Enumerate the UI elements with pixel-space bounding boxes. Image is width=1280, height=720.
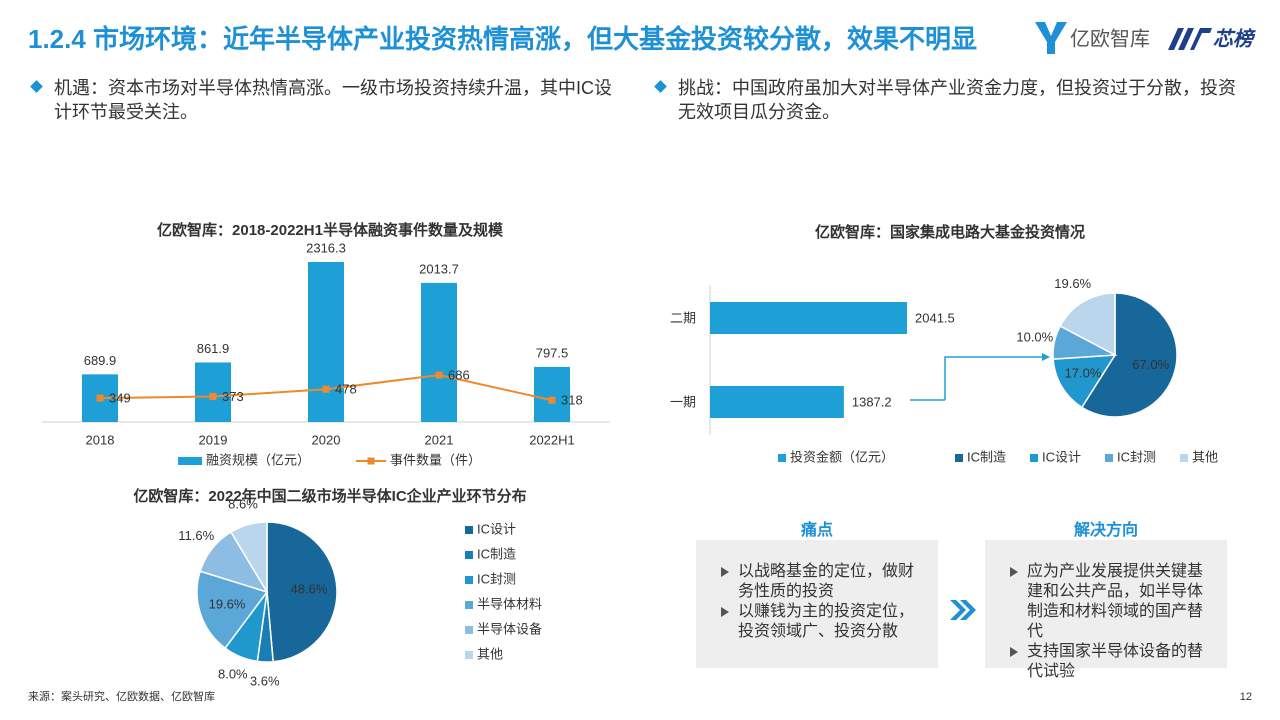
- pie-slice: [1059, 292, 1116, 357]
- data-label: 19.6%: [209, 596, 246, 611]
- data-label: 8.6%: [228, 497, 258, 512]
- legend-swatch: [955, 454, 963, 462]
- legend-label: IC封测: [1117, 449, 1156, 464]
- connector-head: [1042, 353, 1050, 361]
- data-label: 318: [561, 393, 583, 408]
- bar: [308, 262, 344, 422]
- legend-swatch: [1180, 454, 1188, 462]
- pie-slice: [1080, 292, 1178, 418]
- legend-label: IC设计: [477, 521, 516, 536]
- legend-swatch: [778, 454, 786, 462]
- panel: 应为产业发展提供关键基建和公共产品，如半导体制造和材料领域的国产替代 支持国家半…: [985, 540, 1227, 680]
- legend-label: 其他: [477, 646, 503, 661]
- legend-swatch: [178, 457, 202, 465]
- line-marker: [548, 396, 556, 404]
- bar: [710, 302, 907, 334]
- legend-swatch: [367, 457, 375, 465]
- data-label: 689.9: [84, 353, 117, 368]
- x-tick-label: 2019: [199, 432, 228, 447]
- legend-swatch: [465, 651, 473, 659]
- legend-swatch: [465, 626, 473, 634]
- chevron: [950, 600, 976, 620]
- logo-text: 亿欧智库: [1070, 27, 1150, 50]
- data-label: 17.0%: [1065, 365, 1102, 380]
- data-label: 686: [448, 367, 470, 382]
- legend-label: 半导体设备: [477, 621, 542, 636]
- source: 来源：案头研究、亿欧数据、亿欧智库: [28, 689, 215, 703]
- panel-item: 应为产业发展提供关键基建和公共产品，如半导体制造和材料领域的国产替代: [1007, 562, 1207, 642]
- data-label: 2316.3: [306, 240, 346, 255]
- legend-label: IC制造: [967, 449, 1006, 464]
- legend-label: IC封测: [477, 571, 516, 586]
- pie-slice: [266, 521, 338, 663]
- x-tick-label: 2020: [312, 432, 341, 447]
- legend-swatch: [1030, 454, 1038, 462]
- data-label: 861.9: [197, 341, 230, 356]
- legend-label: 其他: [1192, 449, 1218, 464]
- pie-slice: [196, 570, 269, 650]
- data-label: 10.0%: [1016, 329, 1053, 344]
- x-tick-label: 2018: [86, 432, 115, 447]
- bullet: 挑战：中国政府虽加大对半导体产业资金力度，但投资过于分散，投资无效项目瓜分资金。: [654, 76, 1243, 124]
- chart-title: 亿欧智库：国家集成电路大基金投资情况: [815, 223, 1085, 241]
- legend-label: 投资金额（亿元）: [790, 449, 894, 464]
- x-tick-label: 2021: [425, 432, 454, 447]
- line-marker: [209, 392, 217, 400]
- data-label: 19.6%: [1054, 276, 1091, 291]
- data-label: 2041.5: [915, 310, 955, 325]
- legend-swatch: [465, 526, 473, 534]
- legend-swatch: [465, 576, 473, 584]
- connector: [944, 356, 1044, 400]
- chart-title: 亿欧智库：2018-2022H1半导体融资事件数量及规模: [157, 221, 504, 239]
- panel-item: 支持国家半导体设备的替代试验: [1007, 642, 1207, 682]
- y-tick-label: 一期: [670, 394, 696, 409]
- bullet: 机遇：资本市场对半导体热情高涨。一级市场投资持续升温，其中IC设计环节最受关注。: [30, 76, 619, 124]
- x-tick-label: 2022H1: [529, 432, 575, 447]
- legend-label: 事件数量（件）: [390, 452, 481, 467]
- page-number: 12: [1240, 691, 1252, 703]
- bar: [534, 366, 570, 422]
- logo-icon-2: [1168, 28, 1212, 50]
- legend-label: 半导体材料: [477, 596, 542, 611]
- panel-item: 以赚钱为主的投资定位，投资领域广、投资分散: [718, 602, 918, 642]
- bar: [195, 362, 231, 422]
- logo-icon: [1035, 22, 1067, 54]
- data-label: 2013.7: [419, 261, 459, 276]
- logo-text-2: 芯榜: [1213, 27, 1256, 50]
- line-marker: [322, 385, 330, 393]
- legend-label: IC设计: [1042, 449, 1081, 464]
- panel-title: 痛点: [800, 522, 833, 539]
- data-label: 67.0%: [1132, 357, 1169, 372]
- panel: 以战略基金的定位，做财务性质的投资 以赚钱为主的投资定位，投资领域广、投资分散: [696, 540, 938, 668]
- line-marker: [435, 371, 443, 379]
- bar: [710, 386, 844, 418]
- legend-label: 融资规模（亿元）: [206, 452, 310, 467]
- bar: [421, 282, 457, 422]
- legend-label: IC制造: [477, 546, 516, 561]
- data-label: 8.0%: [218, 667, 248, 682]
- slide-title: 1.2.4 市场环境：近年半导体产业投资热情高涨，但大基金投资较分散，效果不明显: [28, 24, 977, 54]
- y-tick-label: 二期: [670, 310, 696, 325]
- data-label: 11.6%: [178, 528, 214, 543]
- data-label: 349: [109, 391, 131, 406]
- data-label: 48.6%: [291, 582, 328, 597]
- legend-swatch: [465, 601, 473, 609]
- data-label: 3.6%: [250, 673, 280, 688]
- data-label: 373: [222, 389, 244, 404]
- line-marker: [96, 394, 104, 402]
- data-label: 478: [335, 382, 357, 397]
- data-label: 797.5: [536, 345, 569, 360]
- pie-slice: [1052, 354, 1117, 409]
- data-label: 1387.2: [852, 394, 892, 409]
- legend-swatch: [1105, 454, 1113, 462]
- chart-title: 亿欧智库：2022年中国二级市场半导体IC企业产业环节分布: [133, 487, 526, 505]
- pie-slice: [229, 521, 268, 595]
- panel-title: 解决方向: [1073, 522, 1138, 539]
- legend-swatch: [465, 551, 473, 559]
- panel-item: 以战略基金的定位，做财务性质的投资: [718, 562, 918, 602]
